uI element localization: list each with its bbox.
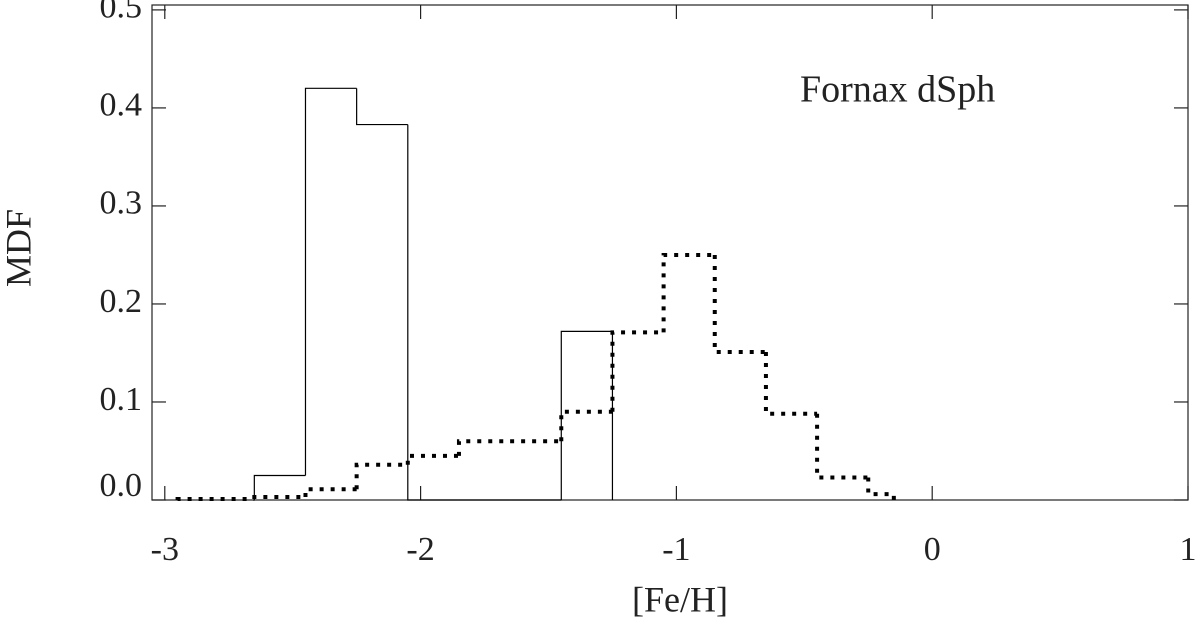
- y-tick-label: 0.0: [100, 467, 143, 504]
- x-tick-label: 1: [1180, 531, 1197, 568]
- y-tick-label: 0.2: [100, 283, 143, 320]
- histogram-step: [304, 87, 357, 476]
- histogram-step: [405, 453, 459, 465]
- histogram-step: [763, 351, 818, 416]
- histogram-step: [456, 439, 511, 456]
- histogram-step: [610, 330, 664, 412]
- y-tick-label: 0.1: [100, 381, 143, 418]
- histogram-step: [407, 124, 459, 501]
- histogram-step: [175, 497, 255, 502]
- histogram-step: [866, 477, 896, 500]
- y-tick-label: 0.5: [100, 0, 143, 26]
- x-tick-label: -1: [662, 531, 690, 568]
- x-tick-label: -3: [151, 531, 179, 568]
- histogram-step: [560, 330, 614, 500]
- histogram-step: [253, 474, 306, 500]
- histogram-step: [559, 409, 613, 442]
- y-tick-label: 0.3: [100, 185, 143, 222]
- histogram-step: [661, 252, 715, 333]
- x-axis-label: [Fe/H]: [632, 579, 728, 619]
- histogram-step: [354, 462, 408, 490]
- histogram-step: [356, 88, 408, 126]
- y-tick-label: 0.4: [100, 87, 143, 124]
- histogram-step: [712, 254, 766, 354]
- plot-frame: [151, 4, 1189, 501]
- x-tick-label: 0: [924, 531, 941, 568]
- y-axis-label: MDF: [0, 209, 38, 287]
- annotation: Fornax dSph: [800, 69, 995, 111]
- histogram-step: [815, 413, 869, 480]
- histogram-step: [252, 495, 306, 500]
- x-tick-label: -2: [406, 531, 434, 568]
- histogram-step: [303, 487, 357, 498]
